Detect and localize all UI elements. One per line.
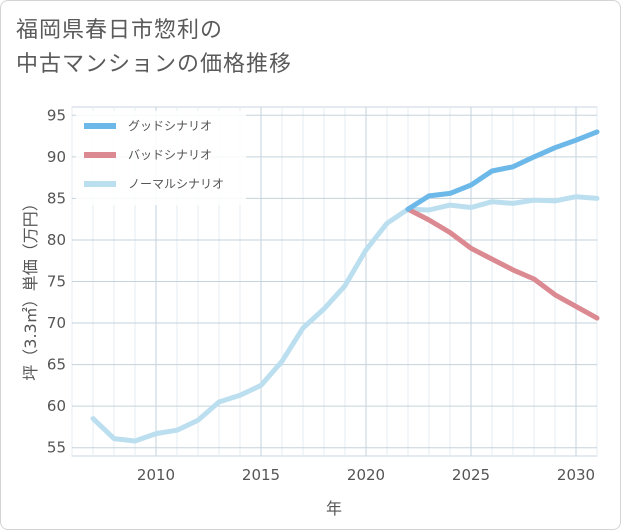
y-tick-label: 85: [47, 189, 66, 207]
y-axis-title: 坪（3.3㎡）単価（万円）: [21, 195, 40, 380]
y-tick-label: 60: [47, 397, 66, 415]
y-tick-label: 55: [47, 439, 66, 457]
x-axis-ticks: 2010 2015 2020 2025 2030: [137, 466, 595, 484]
series-line-1: [405, 206, 600, 321]
x-tick-label: 2025: [452, 466, 490, 484]
y-tick-label: 75: [47, 273, 66, 291]
x-tick-label: 2015: [242, 466, 280, 484]
y-tick-label: 95: [47, 106, 66, 124]
y-tick-label: 70: [47, 314, 66, 332]
y-axis-ticks: 55 60 65 70 75 80 85 90 95: [47, 106, 66, 456]
x-axis-title: 年: [326, 499, 342, 518]
chart-title: 福岡県春日市惣利の 中古マンションの価格推移: [16, 14, 292, 82]
legend-label: ノーマルシナリオ: [128, 177, 224, 191]
y-tick-label: 80: [47, 231, 66, 249]
chart-title-line-2: 中古マンションの価格推移: [16, 52, 293, 77]
x-tick-label: 2020: [347, 466, 385, 484]
chart-title-line-1: 福岡県春日市惣利の: [16, 18, 224, 43]
x-tick-label: 2030: [557, 466, 595, 484]
legend-label: グッドシナリオ: [128, 119, 212, 133]
x-tick-label: 2010: [137, 466, 175, 484]
y-tick-label: 65: [47, 356, 66, 374]
series-lines: [90, 129, 600, 444]
series-line-0: [405, 129, 600, 212]
series-line-2: [90, 194, 600, 444]
legend-label: バッドシナリオ: [128, 148, 212, 162]
y-tick-label: 90: [47, 148, 66, 166]
